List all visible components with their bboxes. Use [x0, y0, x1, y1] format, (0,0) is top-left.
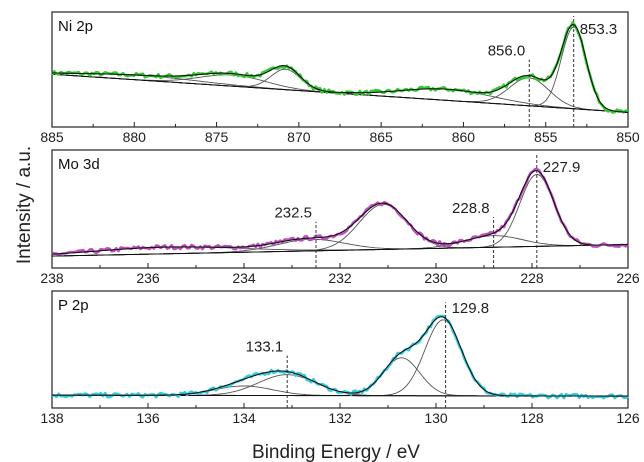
x-tick-label: 234	[232, 270, 256, 286]
x-tick-label: 855	[534, 129, 558, 145]
measured-spectrum	[51, 167, 629, 256]
x-tick-label: 230	[424, 270, 448, 286]
component-peak	[51, 319, 628, 397]
panel-label: P 2p	[58, 297, 89, 314]
peak-label: 853.3	[580, 21, 618, 38]
fit-envelope	[52, 23, 629, 113]
panel-frame	[51, 290, 629, 409]
component-peak	[51, 357, 628, 397]
x-tick-label: 136	[136, 410, 160, 426]
x-tick-label: 870	[287, 129, 311, 145]
peak-label: 227.9	[543, 159, 581, 176]
x-tick-label: 134	[232, 410, 256, 426]
x-tick-label: 238	[40, 270, 64, 286]
measured-spectrum	[51, 314, 629, 400]
x-tick-label: 880	[123, 129, 147, 145]
panel-frame	[51, 11, 629, 128]
x-tick-label: 130	[424, 410, 448, 426]
x-tick-label: 126	[616, 410, 640, 426]
x-axis-title: Binding Energy / eV	[252, 442, 420, 462]
x-tick-label: 232	[328, 270, 352, 286]
peak-label: 856.0	[488, 43, 526, 60]
x-tick-label: 885	[40, 129, 64, 145]
x-tick-label: 875	[205, 129, 229, 145]
panel-1: 885 880 875 870 865 860 855 850 853.3 856.0 Ni 2p	[40, 11, 640, 145]
fit-envelope	[51, 316, 628, 397]
panel-label: Ni 2p	[58, 18, 93, 35]
x-tick-label: 132	[328, 410, 352, 426]
measured-spectrum	[50, 21, 629, 114]
panel-3: 138 136 134 132 130 128 126 129.8 133.1 P 2p	[40, 290, 640, 426]
panels: 885 880 875 870 865 860 855 850 853.3 856.0 Ni 2p 2…	[40, 11, 640, 426]
x-tick-label: 860	[452, 129, 476, 145]
peak-label: 232.5	[274, 205, 312, 222]
peak-label: 133.1	[246, 339, 284, 356]
x-tick-label: 226	[616, 270, 640, 286]
y-axis-title: Intensity / a.u.	[14, 146, 35, 264]
background-line	[51, 244, 628, 257]
peak-label: 228.8	[452, 200, 490, 217]
x-tick-label: 850	[616, 129, 640, 145]
fit-envelope	[51, 170, 628, 255]
x-tick-label: 236	[136, 270, 160, 286]
component-peak	[51, 26, 629, 113]
x-tick-label: 128	[520, 410, 544, 426]
peak-label: 129.8	[452, 300, 490, 317]
x-tick-label: 228	[520, 270, 544, 286]
panel-label: Mo 3d	[58, 156, 100, 173]
panel-2: 238 236 234 232 230 228 226 227.9 228.8 232.5 Mo 3…	[40, 149, 640, 286]
x-tick-label: 865	[369, 129, 393, 145]
x-tick-label: 138	[40, 410, 64, 426]
